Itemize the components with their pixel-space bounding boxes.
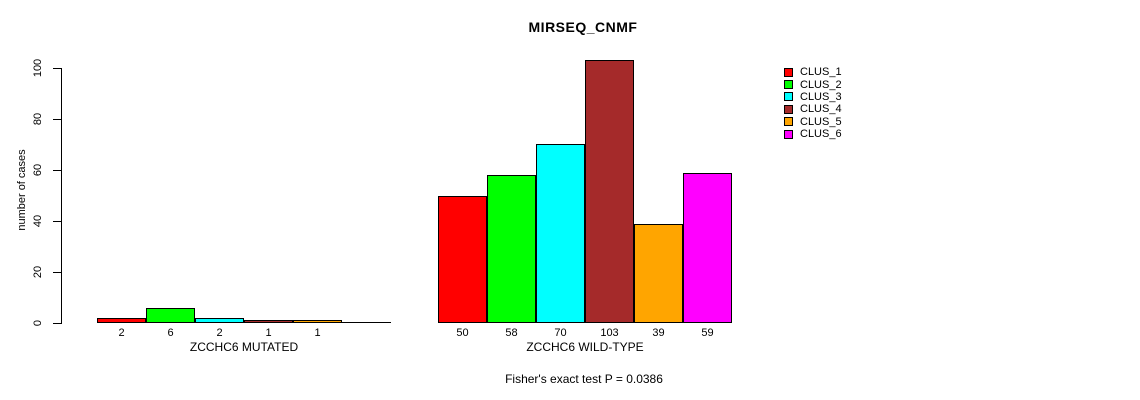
legend-label: CLUS_1 [800, 66, 842, 79]
legend-label: CLUS_3 [800, 90, 842, 103]
legend-swatch [784, 67, 793, 77]
legend-item: CLUS_4 [784, 103, 842, 115]
y-axis-tick [53, 119, 61, 120]
legend-swatch [784, 129, 793, 139]
legend-swatch [784, 80, 793, 90]
bar [97, 318, 146, 323]
bar-value-label: 1 [265, 327, 272, 339]
bar-value-label: 59 [701, 327, 714, 339]
bar [195, 318, 244, 323]
y-axis-tick-label: 40 [32, 214, 44, 228]
bar-value-label: 50 [456, 327, 469, 339]
legend-swatch [784, 117, 793, 127]
bar [293, 320, 342, 323]
bar-value-label: 2 [118, 327, 125, 339]
bar [342, 322, 391, 323]
x-axis-group-label: ZCCHC6 WILD-TYPE [526, 340, 644, 354]
bar [634, 224, 683, 323]
y-axis-tick [53, 272, 61, 273]
legend-swatch [784, 104, 793, 114]
y-axis-tick [53, 323, 61, 324]
bar-value-label: 103 [600, 327, 619, 339]
legend-item: CLUS_6 [784, 128, 842, 140]
y-axis-label: number of cases [16, 149, 28, 231]
bar [683, 173, 732, 323]
legend-label: CLUS_6 [800, 128, 842, 141]
bar [536, 144, 585, 323]
y-axis-tick [53, 170, 61, 171]
bar-value-label: 6 [167, 327, 174, 339]
y-axis-tick-label: 20 [32, 265, 44, 279]
legend-item: CLUS_1 [784, 66, 842, 78]
legend: CLUS_1 CLUS_2 CLUS_3 CLUS_4 CLUS_5 CLUS_6 [784, 66, 842, 140]
legend-label: CLUS_5 [800, 115, 842, 128]
x-axis-group-label: ZCCHC6 MUTATED [189, 340, 299, 354]
y-axis-tick-label: 60 [32, 163, 44, 177]
chart-title: MIRSEQ_CNMF [528, 19, 638, 35]
y-axis-tick-label: 80 [32, 112, 44, 126]
bar-value-label: 2 [216, 327, 223, 339]
legend-label: CLUS_4 [800, 103, 842, 116]
y-axis-tick-label: 0 [32, 319, 44, 327]
legend-label: CLUS_2 [800, 78, 842, 91]
bar [146, 308, 195, 323]
y-axis-tick [53, 221, 61, 222]
bar [438, 196, 487, 323]
y-axis-tick-label: 100 [32, 58, 44, 78]
legend-item: CLUS_3 [784, 91, 842, 103]
y-axis-tick [53, 68, 61, 69]
annotation-text: Fisher's exact test P = 0.0386 [505, 372, 663, 386]
bar-value-label: 58 [505, 327, 518, 339]
bar-value-label: 70 [554, 327, 567, 339]
legend-item: CLUS_2 [784, 78, 842, 91]
legend-swatch [784, 92, 793, 102]
bar-value-label: 1 [314, 327, 321, 339]
bar [244, 320, 293, 323]
bar [487, 175, 536, 323]
legend-item: CLUS_5 [784, 116, 842, 128]
bar [585, 60, 634, 323]
bar-value-label: 39 [652, 327, 665, 339]
y-axis-line [61, 68, 62, 324]
